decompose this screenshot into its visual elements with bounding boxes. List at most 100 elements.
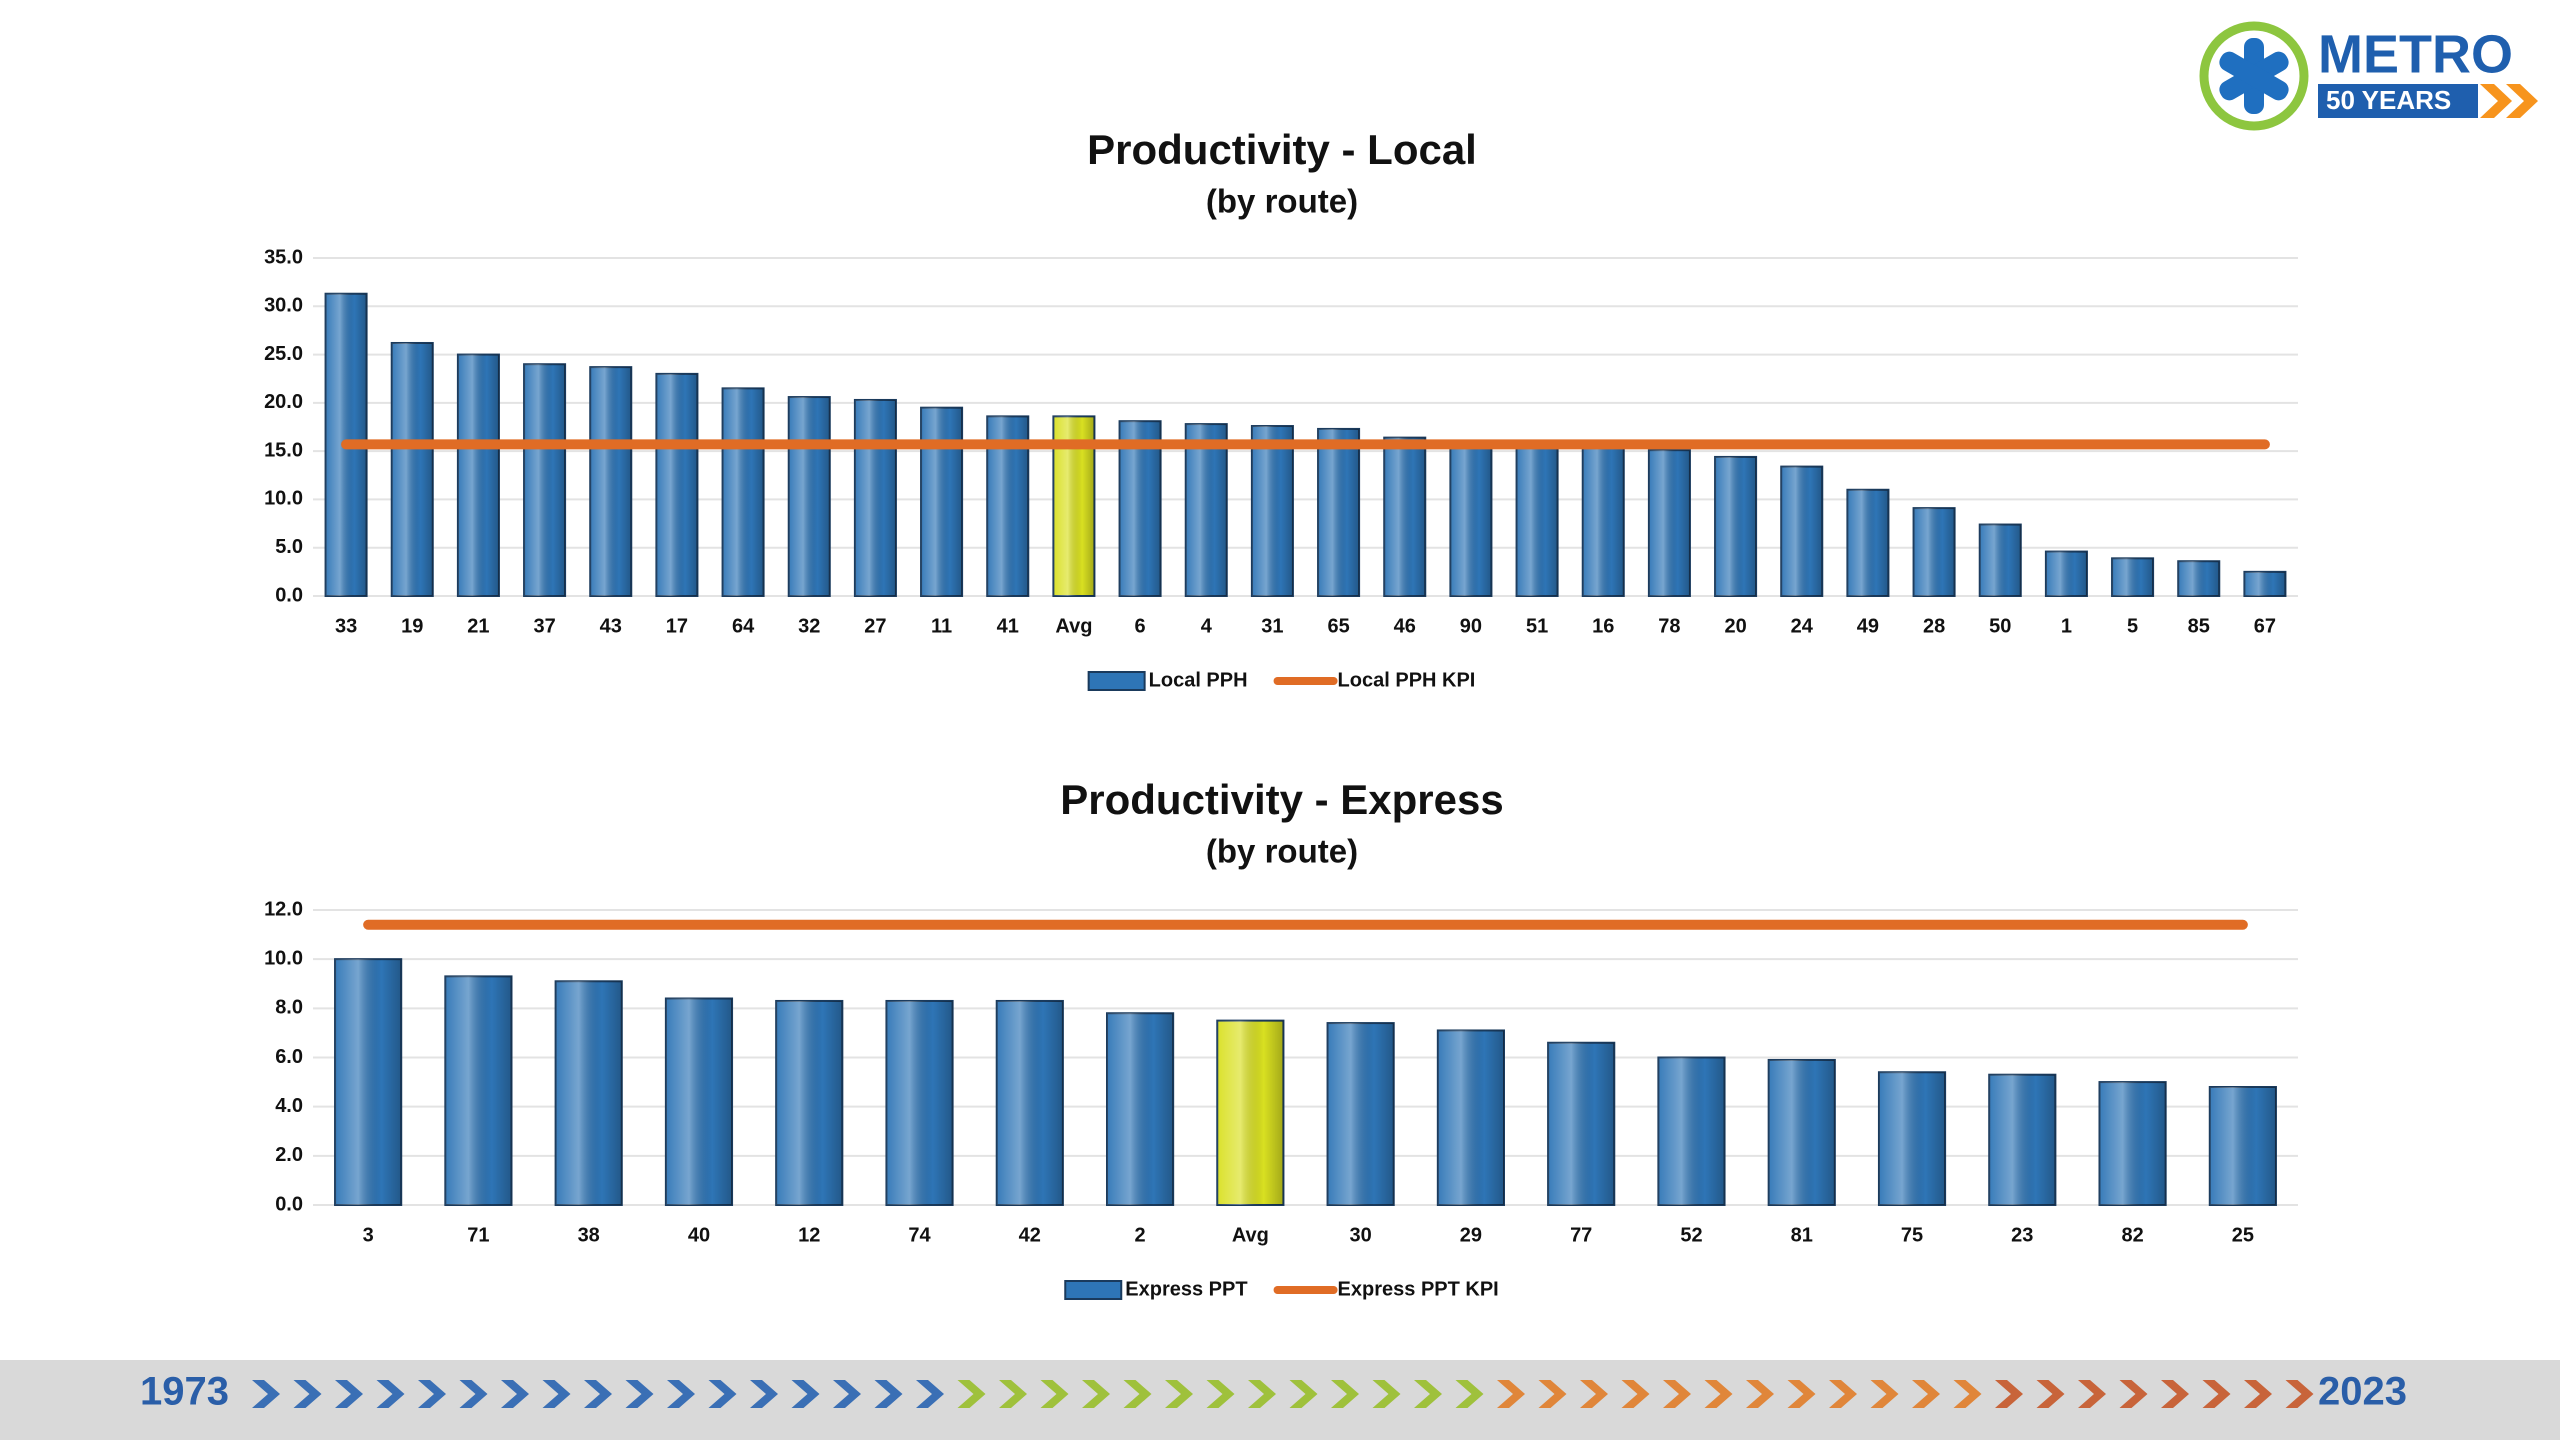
x-tick-label: 32	[798, 615, 820, 637]
chevron	[1704, 1380, 1733, 1408]
chevron	[2202, 1380, 2231, 1408]
y-tick-label: 5.0	[275, 536, 303, 558]
y-tick-label: 0.0	[275, 1193, 303, 1215]
x-tick-label: 78	[1658, 615, 1680, 637]
logo: METRO 50 YEARS	[2199, 21, 2538, 131]
chevron	[1538, 1380, 1567, 1408]
footer-start: 1973	[140, 1370, 229, 1414]
bar	[995, 999, 1064, 1206]
chevron	[2078, 1380, 2106, 1408]
bar	[444, 975, 513, 1206]
bar	[589, 366, 633, 597]
legend-item: Express PPT	[1064, 1278, 1248, 1300]
bar	[1216, 1019, 1285, 1206]
chevron	[2161, 1380, 2189, 1408]
chevron	[584, 1380, 612, 1408]
chevron	[1621, 1380, 1650, 1408]
chevron	[542, 1380, 571, 1408]
x-tick-label: 81	[1791, 1224, 1813, 1246]
chart-subtitle: (by route)	[1206, 833, 1358, 870]
x-tick-label: 64	[732, 615, 755, 637]
x-tick-label: 71	[467, 1224, 489, 1246]
logo-box	[2318, 84, 2478, 118]
chevron	[1663, 1380, 1691, 1408]
chevron	[625, 1380, 654, 1408]
bar	[655, 372, 699, 597]
chevron	[1040, 1380, 1069, 1408]
x-tick-label: 50	[1989, 615, 2011, 637]
x-tick-label: 21	[467, 615, 489, 637]
x-tick-label: 24	[1791, 615, 1814, 637]
chart-title: Productivity - Local	[1087, 126, 1477, 173]
y-tick-label: 20.0	[264, 391, 303, 413]
logo-ring	[2199, 21, 2309, 131]
chevron	[335, 1380, 363, 1408]
chevron	[667, 1380, 695, 1408]
bar	[2111, 557, 2155, 598]
bar	[1106, 1012, 1175, 1206]
y-tick-label: 8.0	[275, 997, 303, 1019]
bar	[390, 341, 434, 597]
x-tick-label: 2	[1135, 1224, 1146, 1246]
y-tick-label: 6.0	[275, 1046, 303, 1068]
x-tick-label: 49	[1857, 615, 1879, 637]
legend-swatch	[1087, 671, 1146, 691]
bar	[1547, 1041, 1616, 1206]
x-tick-label: 28	[1923, 615, 1945, 637]
chevron	[916, 1380, 944, 1408]
bar	[2044, 550, 2088, 598]
x-tick-label: Avg	[1232, 1224, 1269, 1246]
x-tick-label: 42	[1019, 1224, 1041, 1246]
chevron	[1746, 1380, 1774, 1408]
chevron	[999, 1380, 1027, 1408]
chevron	[1082, 1380, 1110, 1408]
chevron	[2119, 1380, 2148, 1408]
x-tick-label: 23	[2011, 1224, 2033, 1246]
chevron	[293, 1380, 322, 1408]
y-tick-label: 30.0	[264, 295, 303, 317]
bar	[554, 980, 623, 1207]
legend-swatch	[1064, 1280, 1123, 1300]
chevron	[708, 1380, 737, 1408]
legend-label: Local PPH	[1149, 669, 1248, 691]
x-tick-label: 37	[533, 615, 555, 637]
legend-item: Local PPH KPI	[1273, 669, 1476, 691]
x-tick-label: 67	[2254, 615, 2276, 637]
chevron	[1995, 1380, 2023, 1408]
bar	[523, 363, 567, 597]
x-tick-label: 6	[1135, 615, 1146, 637]
bar	[2243, 570, 2287, 597]
legend-item: Local PPH	[1087, 669, 1248, 691]
bar	[1383, 436, 1427, 597]
chevron	[1953, 1380, 1982, 1408]
footer-chevrons	[252, 1380, 2314, 1408]
chevron	[1123, 1380, 1152, 1408]
x-tick-label: 46	[1394, 615, 1416, 637]
x-tick-label: 41	[997, 615, 1019, 637]
y-tick-label: 15.0	[264, 439, 303, 461]
bar	[1184, 423, 1228, 597]
chevron	[2244, 1380, 2272, 1408]
chevron	[833, 1380, 861, 1408]
chevron	[1787, 1380, 1816, 1408]
bar	[1767, 1058, 1836, 1207]
chevron	[376, 1380, 405, 1408]
chevron	[1414, 1380, 1442, 1408]
chevron	[1829, 1380, 1857, 1408]
bar	[1647, 449, 1691, 598]
chevron	[874, 1380, 903, 1408]
y-tick-label: 12.0	[264, 898, 303, 920]
x-tick-label: 29	[1460, 1224, 1482, 1246]
bar	[920, 406, 964, 597]
bar	[1780, 465, 1824, 598]
chevron	[1455, 1380, 1484, 1408]
x-tick-label: 40	[688, 1224, 710, 1246]
bar	[456, 353, 500, 598]
chevron	[501, 1380, 529, 1408]
legend-label: Local PPH KPI	[1338, 669, 1476, 691]
chevron	[1289, 1380, 1318, 1408]
legend-label: Express PPT KPI	[1338, 1278, 1499, 1300]
x-tick-label: 4	[1201, 615, 1213, 637]
chart-title: Productivity - Express	[1060, 776, 1503, 823]
